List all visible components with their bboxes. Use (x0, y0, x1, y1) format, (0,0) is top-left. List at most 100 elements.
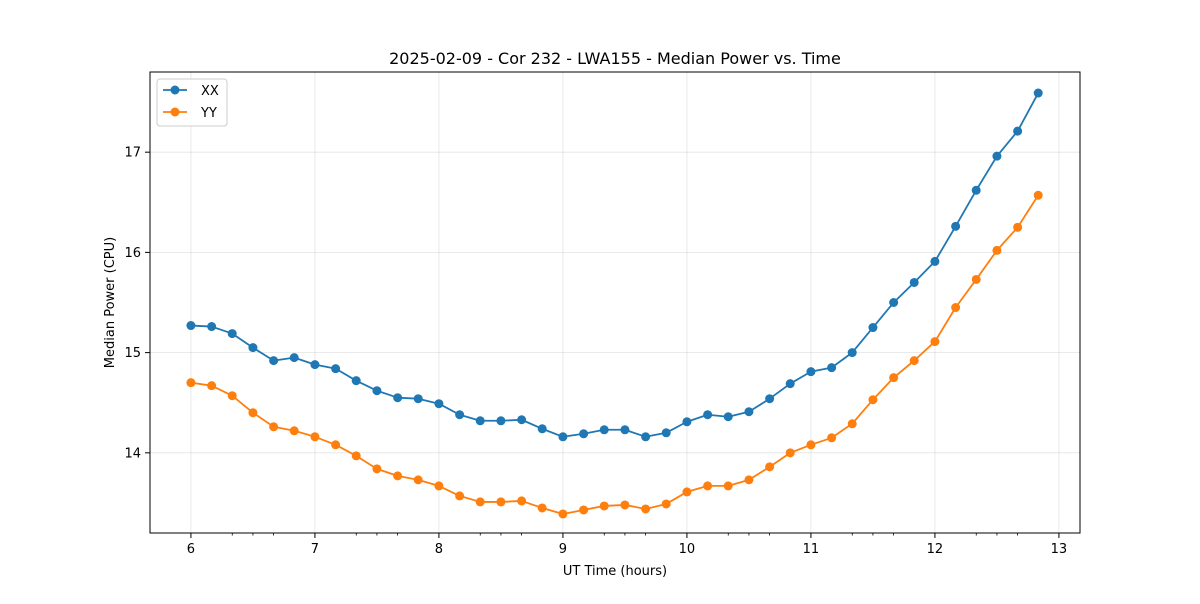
data-point-xx (537, 424, 547, 434)
data-point-yy (827, 433, 837, 443)
data-point-yy (496, 497, 506, 507)
data-point-xx (372, 386, 382, 396)
legend-label-yy: YY (200, 106, 217, 121)
y-tick-label: 15 (124, 346, 141, 361)
data-point-xx (1033, 88, 1043, 98)
x-tick-label: 10 (679, 542, 696, 557)
data-point-xx (641, 432, 651, 442)
data-point-xx (393, 393, 403, 403)
data-point-xx (930, 256, 940, 266)
data-point-xx (868, 323, 878, 333)
legend: XX YY (156, 78, 228, 127)
y-tick-label: 16 (124, 246, 141, 261)
data-point-yy (331, 440, 341, 450)
chart-title: 2025-02-09 - Cor 232 - LWA155 - Median P… (389, 49, 841, 68)
data-point-xx (455, 410, 465, 420)
data-point-yy (868, 395, 878, 405)
grid-layer (150, 72, 1080, 533)
data-point-yy (620, 500, 630, 510)
data-point-xx (620, 425, 630, 435)
data-point-yy (992, 245, 1002, 255)
data-point-xx (207, 322, 217, 332)
series-layer (186, 88, 1043, 519)
data-point-xx (847, 348, 857, 358)
data-point-xx (351, 376, 361, 386)
y-axis-label: Median Power (CPU) (103, 237, 118, 368)
data-point-xx (413, 394, 423, 404)
data-point-xx (496, 416, 506, 426)
data-point-xx (661, 428, 671, 438)
x-tick-label: 13 (1051, 542, 1068, 557)
data-point-xx (186, 321, 196, 331)
data-point-xx (248, 343, 258, 353)
data-point-yy (661, 499, 671, 509)
data-point-xx (599, 425, 609, 435)
data-point-xx (558, 432, 568, 442)
data-point-xx (434, 399, 444, 409)
y-tick-label: 17 (124, 146, 141, 161)
data-point-xx (765, 394, 775, 404)
data-point-xx (682, 417, 692, 427)
data-point-xx (785, 379, 795, 389)
y-tick-label: 14 (124, 446, 141, 461)
data-point-xx (909, 277, 919, 287)
data-point-yy (455, 491, 465, 501)
x-tick-label: 12 (927, 542, 944, 557)
data-point-xx (992, 151, 1002, 161)
data-point-xx (310, 360, 320, 370)
data-point-yy (269, 422, 279, 432)
x-tick-label: 7 (311, 542, 319, 557)
data-point-xx (889, 298, 899, 307)
data-point-yy (806, 440, 816, 450)
data-point-xx (579, 429, 589, 439)
data-point-yy (909, 356, 919, 366)
data-point-xx (971, 185, 981, 195)
data-point-yy (579, 505, 589, 515)
data-point-yy (1033, 190, 1043, 200)
legend-marker-xx (170, 85, 180, 95)
data-point-yy (682, 487, 692, 497)
data-point-yy (1013, 222, 1023, 232)
data-point-yy (372, 464, 382, 474)
data-point-yy (971, 274, 981, 284)
data-point-yy (889, 373, 899, 383)
legend-marker-yy (170, 107, 180, 117)
data-point-yy (227, 391, 237, 401)
legend-label-xx: XX (201, 84, 219, 99)
data-point-xx (269, 356, 279, 366)
data-point-yy (207, 381, 217, 391)
data-point-yy (186, 378, 196, 388)
data-point-yy (641, 504, 651, 514)
data-point-yy (785, 448, 795, 458)
data-point-xx (827, 363, 837, 373)
data-point-yy (951, 303, 961, 313)
data-point-yy (558, 509, 568, 519)
x-tick-label: 8 (435, 542, 443, 557)
data-point-yy (723, 481, 733, 491)
data-point-yy (930, 337, 940, 347)
data-point-yy (703, 481, 713, 491)
axis-layer: 6 7 8 9 10 11 12 13 14 15 16 17 (124, 146, 1067, 557)
data-point-yy (310, 432, 320, 442)
data-point-xx (1013, 126, 1023, 136)
data-point-yy (847, 419, 857, 429)
data-point-xx (744, 407, 754, 417)
data-point-xx (951, 221, 961, 231)
x-tick-label: 11 (803, 542, 820, 557)
data-point-xx (723, 412, 733, 422)
data-point-xx (227, 329, 237, 339)
data-point-yy (413, 475, 423, 485)
x-tick-label: 9 (559, 542, 567, 557)
data-point-xx (331, 364, 341, 374)
data-point-xx (517, 415, 527, 425)
x-axis-label: UT Time (hours) (563, 564, 667, 579)
data-point-xx (475, 416, 485, 426)
x-tick-label: 6 (187, 542, 195, 557)
data-point-yy (765, 462, 775, 472)
data-point-yy (744, 475, 754, 485)
data-point-yy (537, 503, 547, 513)
data-point-yy (393, 471, 403, 481)
data-point-yy (599, 501, 609, 511)
